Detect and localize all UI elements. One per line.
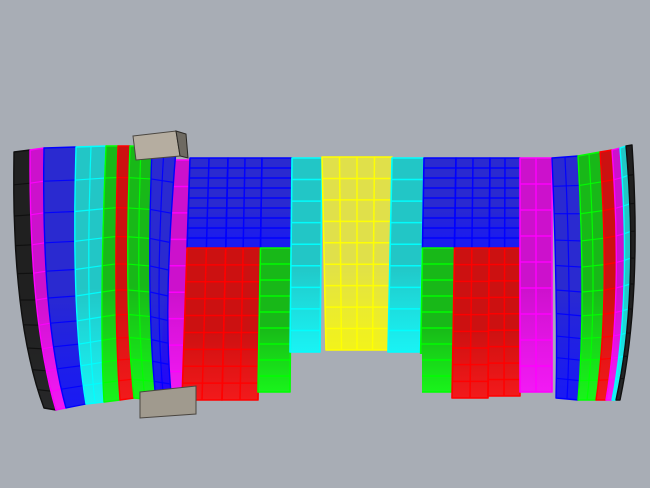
- mesh-element-edges: [489, 157, 520, 249]
- mesh-element-edges: [609, 176, 625, 381]
- mesh-element-band[interactable]: [421, 157, 457, 249]
- mesh-element-band[interactable]: [419, 247, 456, 393]
- mesh-element-edges: [579, 153, 605, 401]
- mesh-element-edges: [452, 247, 490, 399]
- mesh-strip-curved[interactable]: [615, 144, 636, 401]
- mesh-element-edges: [43, 179, 84, 390]
- mesh-element-edges: [553, 156, 583, 400]
- mesh-element-edges: [13, 182, 51, 392]
- mesh-element-edges: [454, 157, 490, 249]
- mesh-element-edges: [420, 263, 455, 377]
- mesh-strip[interactable]: [387, 157, 425, 353]
- left-wrap-flank: [13, 145, 177, 411]
- mesh-element-edges: [115, 176, 133, 382]
- front-panel: [159, 156, 553, 401]
- mesh-element-edges: [488, 247, 520, 397]
- mesh-strip[interactable]: [419, 157, 457, 393]
- base-plate-face: [139, 385, 197, 419]
- mesh-element-edges: [620, 174, 636, 380]
- mesh-element-band[interactable]: [387, 157, 425, 353]
- mesh-element-edges: [260, 167, 292, 239]
- mesh-element-edges: [101, 176, 119, 384]
- mesh-element-edges: [258, 263, 292, 377]
- mesh-element-edges: [388, 178, 424, 332]
- mesh-element-edges: [290, 178, 322, 332]
- mesh-element-band[interactable]: [289, 157, 323, 353]
- mesh-element-edges: [598, 179, 617, 381]
- mesh-element-edges: [29, 180, 62, 392]
- top-block: [132, 130, 189, 161]
- mesh-strip[interactable]: [321, 156, 393, 351]
- mesh-element-edges: [182, 247, 226, 401]
- mesh-strip[interactable]: [221, 157, 263, 401]
- mesh-strip[interactable]: [257, 157, 293, 393]
- mesh-strip[interactable]: [451, 157, 491, 399]
- mesh-element-edges: [322, 156, 392, 351]
- right-wrap-flank: [551, 144, 636, 401]
- mesh-element-edges: [226, 157, 262, 249]
- mesh-strip[interactable]: [181, 157, 229, 401]
- base-plate: [139, 385, 197, 419]
- mesh-strip[interactable]: [289, 157, 323, 353]
- mesh-element-edges: [222, 247, 261, 401]
- top-block-face: [132, 130, 181, 161]
- mesh-element-edges: [520, 158, 552, 392]
- mesh-element-edges: [187, 157, 228, 249]
- mesh-element-edges: [422, 167, 456, 239]
- mesh-element-edges: [127, 146, 155, 400]
- mesh-element-band[interactable]: [259, 157, 293, 249]
- mesh-strip[interactable]: [487, 157, 521, 397]
- top-block-face: [175, 130, 189, 159]
- mesh-element-edges: [74, 146, 105, 404]
- mesh-element-edges: [149, 148, 174, 402]
- central-arch-opening: [294, 354, 422, 420]
- mesh-strip[interactable]: [519, 157, 553, 393]
- mesh-element-band[interactable]: [257, 247, 293, 393]
